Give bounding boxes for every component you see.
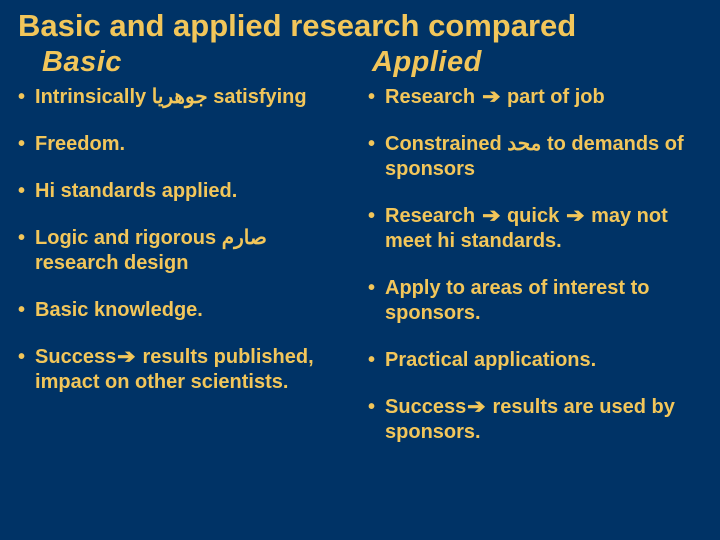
list-item: • Logic and rigorous صارم research design xyxy=(18,226,360,276)
rtl-term: جوهريا xyxy=(152,86,208,108)
list-item-text: Research ➔ quick ➔ may not meet hi stand… xyxy=(385,204,704,254)
list-item-text: Intrinsically جوهريا satisfying xyxy=(35,85,307,110)
list-item-text: Logic and rigorous صارم research design xyxy=(35,226,354,276)
list-item: • Success➔ results published, impact on o… xyxy=(18,345,360,395)
list-item-text: Hi standards applied. xyxy=(35,179,237,204)
list-item-text: Apply to areas of interest to sponsors. xyxy=(385,276,704,326)
list-item: • Research ➔ part of job xyxy=(368,85,710,110)
subhead-applied: Applied xyxy=(360,46,702,79)
subhead-basic: Basic xyxy=(18,46,360,79)
column-applied: • Research ➔ part of job • Constrained محد … xyxy=(368,85,710,526)
bullet-icon: • xyxy=(368,395,375,420)
list-item: • Success➔ results are used by sponsors. xyxy=(368,395,710,445)
columns: • Intrinsically جوهريا satisfying • Freedom… xyxy=(18,85,702,526)
column-basic: • Intrinsically جوهريا satisfying • Freedom… xyxy=(18,85,360,526)
bullet-icon: • xyxy=(18,298,25,323)
bullet-icon: • xyxy=(368,348,375,373)
list-item: • Research ➔ quick ➔ may not meet hi stan… xyxy=(368,204,710,254)
list-item-text: Success➔ results published, impact on ot… xyxy=(35,345,354,395)
list-item: • Hi standards applied. xyxy=(18,179,360,204)
arrow-icon: ➔ xyxy=(115,345,138,370)
arrow-icon: ➔ xyxy=(480,85,503,110)
bullet-icon: • xyxy=(18,345,25,370)
list-item: • Apply to areas of interest to sponsors. xyxy=(368,276,710,326)
list-item: • Intrinsically جوهريا satisfying xyxy=(18,85,360,110)
bullet-icon: • xyxy=(368,276,375,301)
list-item: • Practical applications. xyxy=(368,348,710,373)
rtl-term: صارم xyxy=(222,227,267,249)
slide: Basic and applied research compared Basi… xyxy=(0,0,720,540)
page-title: Basic and applied research compared xyxy=(18,8,702,44)
arrow-icon: ➔ xyxy=(564,204,587,229)
list-item: • Constrained محد to demands of sponsors xyxy=(368,132,710,182)
rtl-term: محد xyxy=(507,133,541,155)
bullet-icon: • xyxy=(368,85,375,110)
list-item-text: Basic knowledge. xyxy=(35,298,203,323)
arrow-icon: ➔ xyxy=(465,395,488,420)
bullet-icon: • xyxy=(368,204,375,229)
bullet-icon: • xyxy=(18,85,25,110)
list-item: • Basic knowledge. xyxy=(18,298,360,323)
list-item-text: Research ➔ part of job xyxy=(385,85,605,110)
bullet-icon: • xyxy=(368,132,375,157)
list-item-text: Practical applications. xyxy=(385,348,596,373)
list-item-text: Constrained محد to demands of sponsors xyxy=(385,132,704,182)
bullet-icon: • xyxy=(18,226,25,251)
list-item-text: Success➔ results are used by sponsors. xyxy=(385,395,704,445)
list-item: • Freedom. xyxy=(18,132,360,157)
list-item-text: Freedom. xyxy=(35,132,125,157)
bullet-icon: • xyxy=(18,179,25,204)
subheading-row: Basic Applied xyxy=(18,46,702,79)
arrow-icon: ➔ xyxy=(480,204,503,229)
bullet-icon: • xyxy=(18,132,25,157)
